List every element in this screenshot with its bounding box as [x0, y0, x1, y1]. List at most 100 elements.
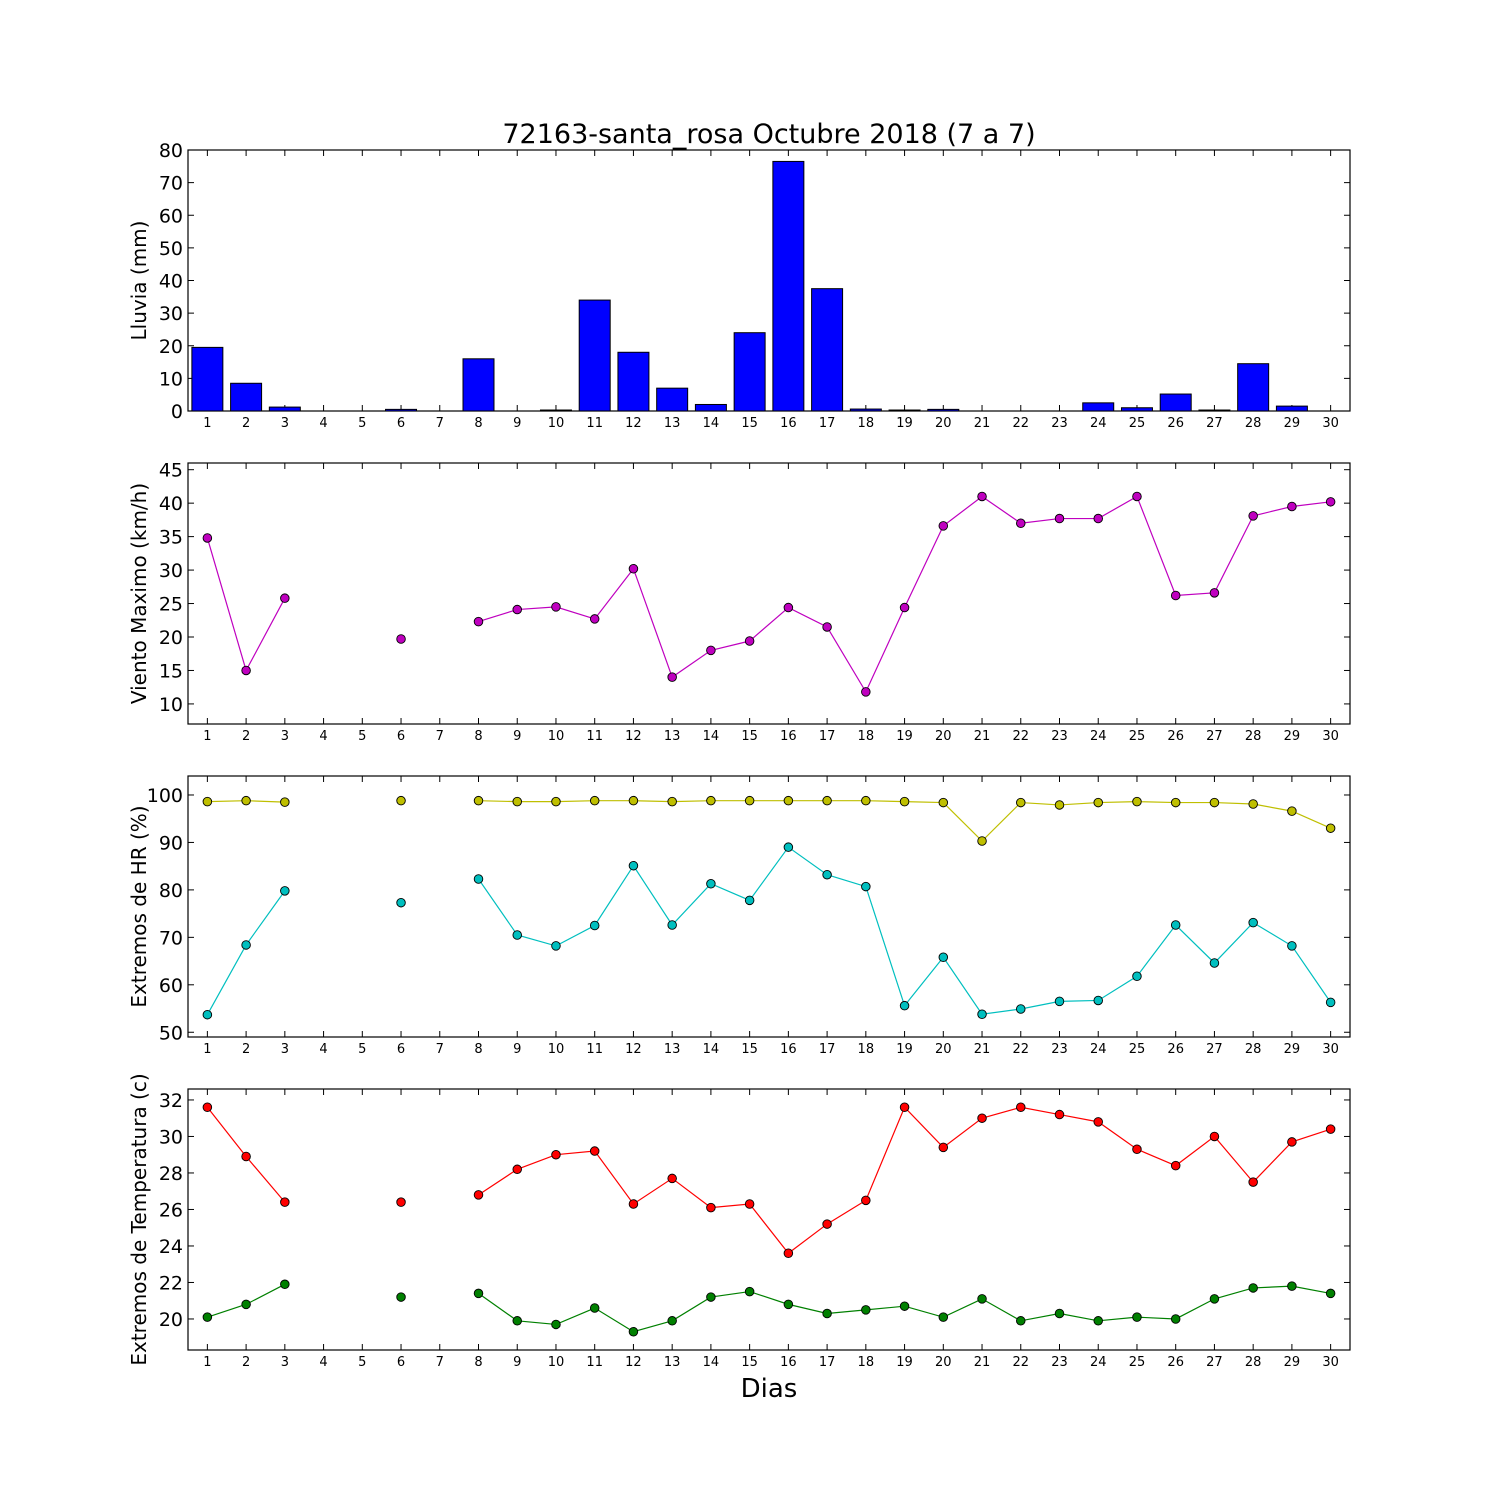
- point-series1-day-21: [977, 836, 987, 846]
- series-line-2: [206, 890, 286, 1015]
- point-series1-day-11: [589, 614, 600, 624]
- x-tick-label: 3: [281, 1355, 289, 1370]
- x-tick-label: 17: [819, 1042, 836, 1057]
- x-tick-label: 30: [1322, 729, 1339, 744]
- point-series2-day-3: [280, 1279, 290, 1290]
- point-series2-day-25: [1132, 1312, 1142, 1322]
- point-series2-day-26: [1170, 1314, 1181, 1324]
- point-series2-day-8: [473, 874, 484, 884]
- x-tick-label: 18: [858, 1042, 875, 1057]
- y-tick-label: 30: [159, 560, 183, 582]
- x-tick-label: 7: [436, 1355, 444, 1370]
- point-series1-day-1: [202, 533, 213, 543]
- point-series1-day-6: [396, 1197, 406, 1207]
- point-series1-day-30: [1325, 1124, 1336, 1134]
- x-tick-label: 22: [1012, 1042, 1029, 1057]
- point-series2-day-17: [822, 1308, 832, 1319]
- bar-day-25: [1120, 407, 1153, 412]
- point-series1-day-11: [589, 1146, 600, 1156]
- point-series1-day-10: [551, 796, 561, 807]
- x-tick-label: 20: [935, 729, 952, 744]
- point-series1-day-25: [1132, 491, 1142, 502]
- point-series1-day-20: [938, 521, 949, 531]
- x-tick-label: 18: [858, 729, 875, 744]
- point-series1-day-26: [1170, 797, 1181, 808]
- x-tick-label: 14: [703, 729, 720, 744]
- point-series1-day-23: [1054, 1109, 1065, 1120]
- point-series1-day-20: [938, 1142, 949, 1153]
- point-series1-day-29: [1287, 1137, 1297, 1147]
- point-series1-day-24: [1093, 1117, 1103, 1127]
- x-tick-label: 6: [397, 1355, 405, 1370]
- x-tick-label: 16: [780, 729, 797, 744]
- x-tick-label: 9: [513, 1042, 521, 1057]
- point-series1-day-24: [1093, 797, 1103, 808]
- bar-day-26: [1159, 393, 1192, 412]
- point-series1-day-23: [1054, 800, 1065, 810]
- point-series1-day-19: [899, 1102, 910, 1113]
- point-series1-day-3: [280, 1197, 290, 1207]
- point-series2-day-14: [706, 1292, 716, 1302]
- bar-day-27: [1198, 409, 1231, 412]
- point-series1-day-8: [473, 616, 484, 627]
- point-series2-day-3: [280, 886, 290, 896]
- y-tick-label: 15: [159, 660, 183, 682]
- point-series2-day-26: [1170, 920, 1181, 930]
- point-series1-day-15: [744, 1199, 755, 1209]
- bar-day-10: [539, 409, 572, 412]
- x-tick-label: 29: [1284, 1355, 1301, 1370]
- point-series2-day-19: [899, 1301, 910, 1311]
- bar-day-16: [772, 160, 805, 412]
- point-series1-day-16: [783, 795, 794, 806]
- point-series1-day-14: [706, 1202, 716, 1213]
- point-series1-day-3: [280, 797, 290, 807]
- point-series1-day-13: [667, 1173, 677, 1184]
- point-series2-day-10: [551, 941, 561, 951]
- series-line-2: [478, 846, 1332, 1015]
- x-tick-label: 9: [513, 729, 521, 744]
- x-tick-label: 27: [1206, 1042, 1223, 1057]
- point-series1-day-22: [1016, 518, 1026, 528]
- point-series1-day-29: [1287, 501, 1297, 512]
- point-series1-day-19: [899, 602, 910, 613]
- bar-day-8: [462, 358, 495, 412]
- point-series1-day-30: [1325, 497, 1336, 507]
- x-tick-label: 25: [1129, 729, 1146, 744]
- point-series2-day-1: [202, 1312, 213, 1322]
- y-tick-label: 70: [159, 173, 183, 195]
- x-tick-label: 14: [703, 1355, 720, 1370]
- x-tick-label: 1: [203, 729, 211, 744]
- bar-day-29: [1275, 405, 1308, 412]
- y-tick-label: 100: [147, 785, 183, 807]
- bar-day-2: [230, 382, 263, 412]
- point-series1-day-6: [396, 795, 406, 806]
- x-tick-label: 18: [858, 1355, 875, 1370]
- x-tick-label: 17: [819, 1355, 836, 1370]
- x-tick-label: 24: [1090, 1042, 1107, 1057]
- point-series2-day-10: [551, 1319, 561, 1330]
- point-series2-day-29: [1287, 1281, 1297, 1291]
- point-series2-day-25: [1132, 971, 1142, 982]
- y-tick-label: 10: [159, 368, 183, 390]
- x-tick-label: 26: [1167, 1355, 1184, 1370]
- point-series2-day-11: [589, 1303, 600, 1313]
- y-tick-label: 20: [159, 1309, 183, 1331]
- x-tick-label: 11: [586, 1042, 603, 1057]
- y-tick-label: 10: [159, 694, 183, 716]
- y-tick-label: 30: [159, 303, 183, 325]
- chart-title: 72163-santa_rosa Octubre 2018 (7 a 7): [502, 119, 1035, 150]
- x-tick-label: 3: [281, 1042, 289, 1057]
- x-tick-label: 15: [741, 1355, 758, 1370]
- point-series1-day-2: [241, 795, 251, 806]
- y-tick-label: 70: [159, 927, 183, 949]
- point-series2-day-23: [1054, 996, 1065, 1007]
- x-tick-label: 13: [664, 1042, 681, 1057]
- x-tick-label: 11: [586, 1355, 603, 1370]
- point-series2-day-20: [938, 952, 949, 963]
- y-tick-label: 80: [159, 880, 183, 902]
- x-tick-label: 10: [548, 1355, 565, 1370]
- x-tick-label: 2: [242, 1042, 250, 1057]
